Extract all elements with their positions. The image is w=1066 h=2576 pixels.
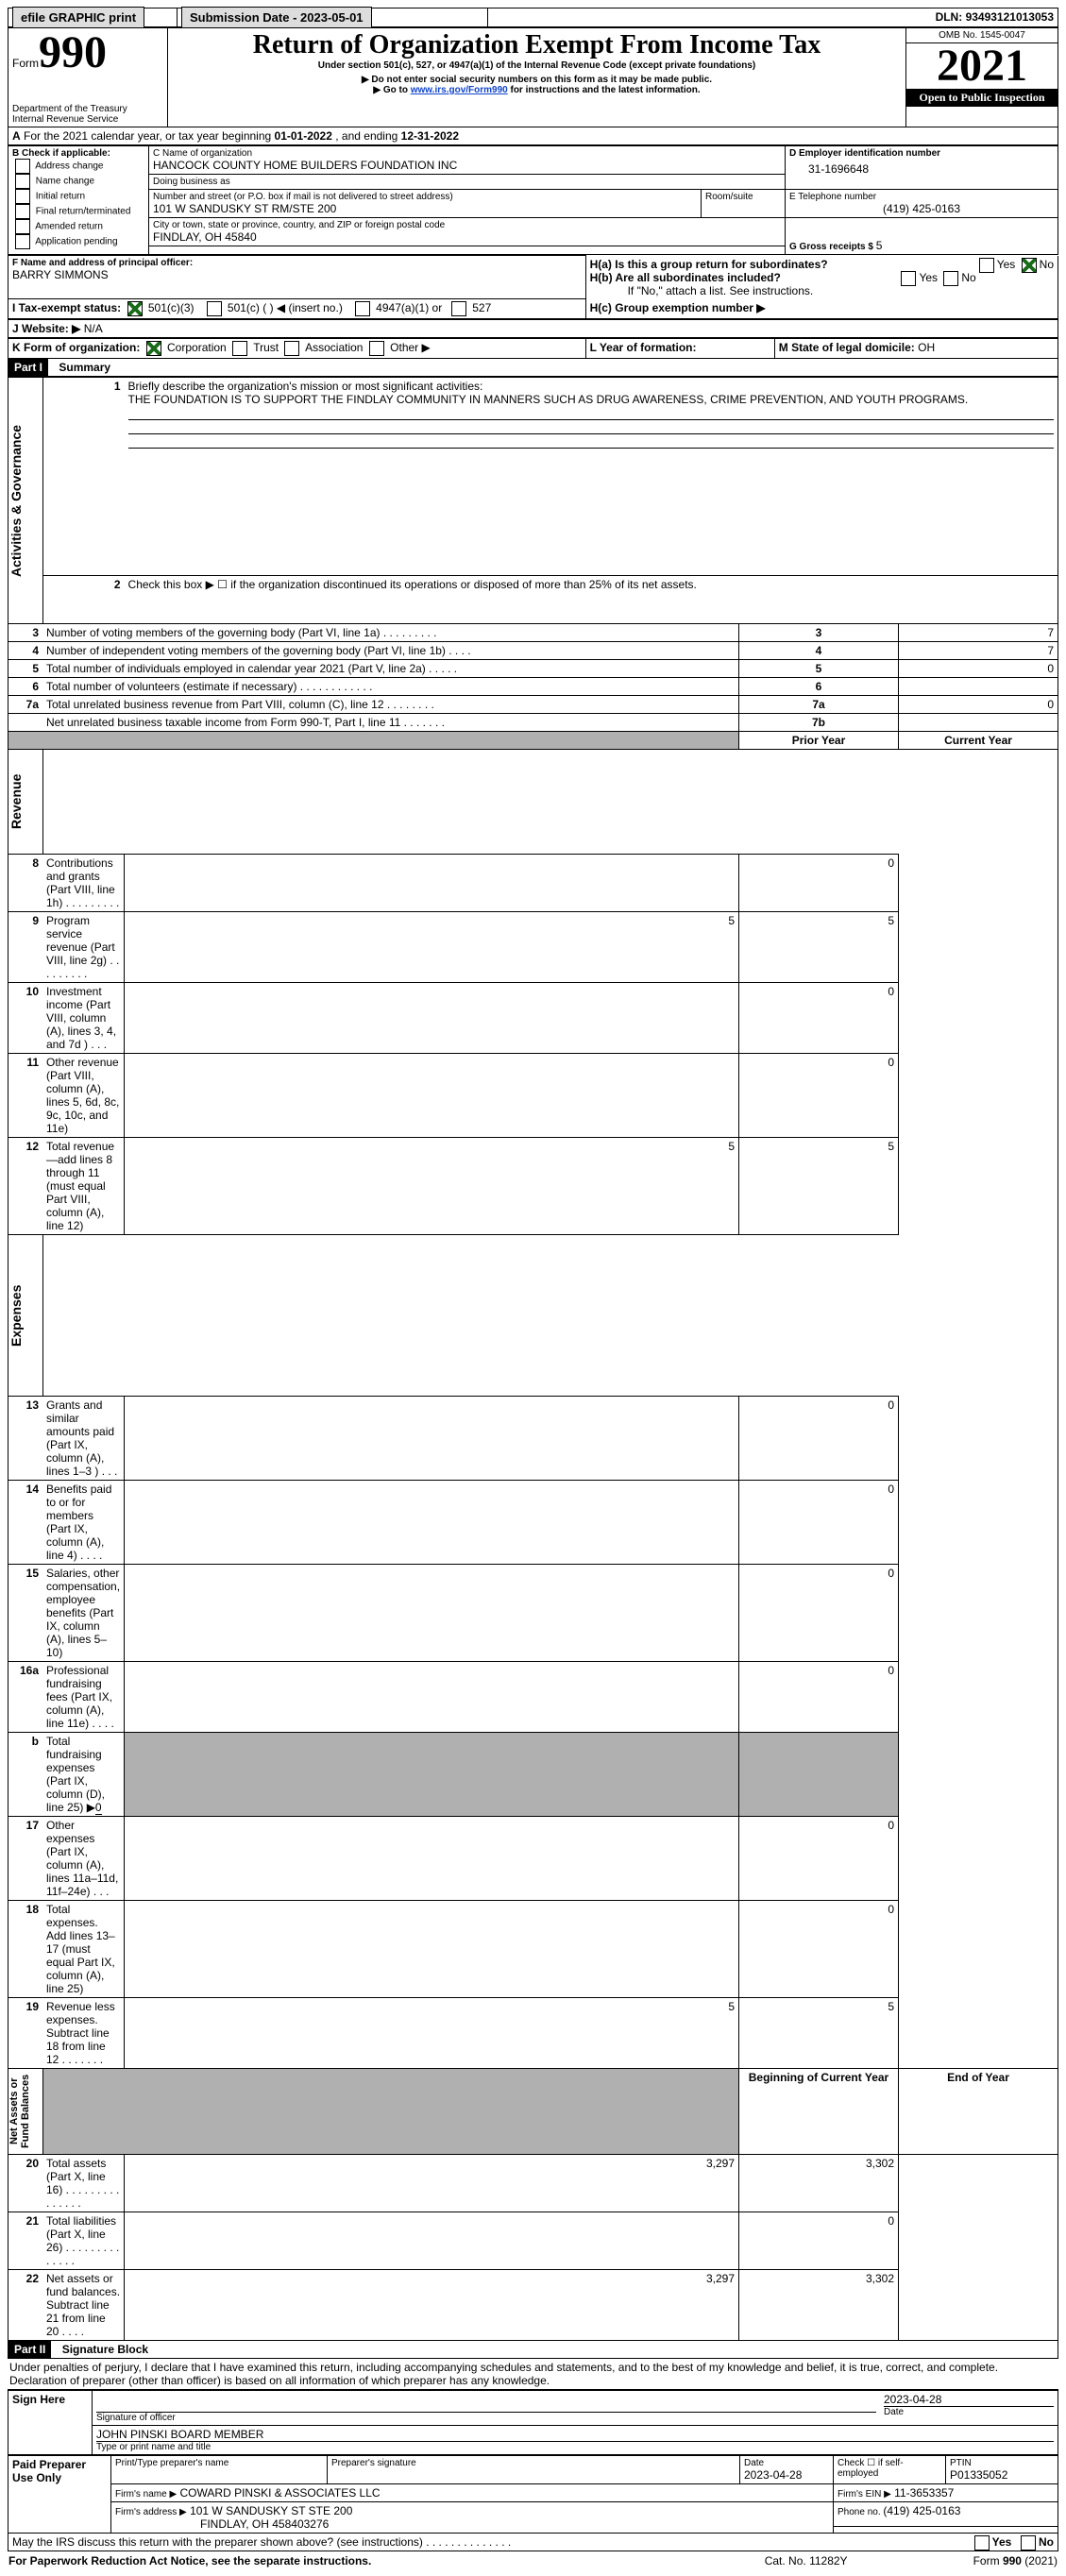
- m-val: OH: [918, 341, 935, 354]
- d-label: D Employer identification number: [789, 148, 1054, 159]
- hc-label: H(c) Group exemption number ▶: [590, 301, 766, 314]
- firm-addr1: 101 W SANDUSKY ST STE 200: [190, 2504, 352, 2517]
- irs-link[interactable]: www.irs.gov/Form990: [411, 85, 508, 95]
- open-inspection: Open to Public Inspection: [906, 89, 1058, 107]
- col-prior: Prior Year: [739, 732, 899, 750]
- ha-yes-checkbox[interactable]: [979, 258, 994, 273]
- footer-cat: Cat. No. 11282Y: [723, 2553, 889, 2568]
- i-4947-checkbox[interactable]: [355, 301, 370, 316]
- i-501c-checkbox[interactable]: [207, 301, 222, 316]
- footer-left: For Paperwork Reduction Act Notice, see …: [8, 2553, 723, 2568]
- side-exp: Expenses: [8, 1235, 24, 1396]
- part2-title: Signature Block: [55, 2343, 148, 2356]
- self-employed: Check ☐ if self-employed: [834, 2456, 946, 2484]
- period-line: A For the 2021 calendar year, or tax yea…: [8, 127, 1058, 145]
- m-label: M State of legal domicile:: [779, 341, 918, 354]
- org-name: HANCOCK COUNTY HOME BUILDERS FOUNDATION …: [153, 159, 781, 172]
- i-527-checkbox[interactable]: [451, 301, 466, 316]
- b-opt-checkbox[interactable]: [15, 234, 30, 249]
- firm-name: COWARD PINSKI & ASSOCIATES LLC: [180, 2486, 381, 2500]
- may-yes-checkbox[interactable]: [974, 2535, 990, 2551]
- efile-print-button[interactable]: efile GRAPHIC print: [12, 7, 144, 28]
- gross-receipts: 5: [876, 239, 883, 252]
- ha-no-checkbox[interactable]: [1022, 258, 1037, 273]
- side-rev: Revenue: [8, 750, 24, 854]
- sig-date: 2023-04-28: [884, 2393, 1054, 2406]
- i-501c3-checkbox[interactable]: [127, 301, 143, 316]
- part1-title: Summary: [51, 361, 110, 374]
- sig-officer-label: Signature of officer: [96, 2412, 876, 2423]
- col-current: Current Year: [899, 732, 1058, 750]
- dln-value: 93493121013053: [966, 10, 1054, 24]
- form-number: 990: [39, 27, 107, 77]
- i-label: I Tax-exempt status:: [12, 301, 121, 314]
- city-state-zip: FINDLAY, OH 45840: [153, 230, 781, 244]
- part2-label: Part II: [8, 2341, 51, 2358]
- b-opt-checkbox[interactable]: [15, 219, 30, 234]
- k-trust-checkbox[interactable]: [232, 341, 247, 356]
- hb-note: If "No," attach a list. See instructions…: [590, 284, 1054, 297]
- firm-addr2: FINDLAY, OH 458403276: [115, 2517, 329, 2531]
- dept-treasury: Department of the Treasury Internal Reve…: [12, 104, 163, 125]
- form-label: Form: [12, 57, 39, 70]
- b-opt-checkbox[interactable]: [15, 189, 30, 204]
- e-label: E Telephone number: [789, 192, 1054, 202]
- q2: Check this box ▶ ☐ if the organization d…: [125, 575, 1058, 623]
- footer-right: Form 990 (2021): [889, 2553, 1058, 2568]
- hb-yes-checkbox[interactable]: [901, 271, 916, 286]
- sign-here: Sign Here: [8, 2391, 93, 2455]
- street-address: 101 W SANDUSKY ST RM/STE 200: [153, 202, 697, 215]
- k-other-checkbox[interactable]: [369, 341, 384, 356]
- f-label: F Name and address of principal officer:: [12, 258, 582, 268]
- prep-date: 2023-04-28: [744, 2468, 829, 2482]
- b-opt-checkbox[interactable]: [15, 174, 30, 189]
- declaration: Under penalties of perjury, I declare th…: [8, 2359, 1058, 2390]
- firm-phone: (419) 425-0163: [883, 2504, 960, 2517]
- addr-label: Number and street (or P.O. box if mail i…: [153, 192, 697, 202]
- typed-label: Type or print name and title: [96, 2441, 1054, 2452]
- tax-year: 2021: [906, 43, 1058, 89]
- firm-ein: 11-3653357: [894, 2486, 954, 2500]
- k-corp-checkbox[interactable]: [146, 341, 161, 356]
- part1-label: Part I: [8, 359, 48, 376]
- l-label: L Year of formation:: [590, 341, 697, 354]
- ha-label: H(a) Is this a group return for subordin…: [590, 258, 828, 271]
- typed-name: JOHN PINSKI BOARD MEMBER: [96, 2428, 1054, 2441]
- ptin: P01335052: [950, 2468, 1054, 2482]
- k-label: K Form of organization:: [12, 341, 140, 354]
- b-opt-checkbox[interactable]: [15, 159, 30, 174]
- may-no-checkbox[interactable]: [1021, 2535, 1036, 2551]
- col-begin: Beginning of Current Year: [739, 2069, 899, 2155]
- submission-date-button[interactable]: Submission Date - 2023-05-01: [181, 7, 372, 28]
- b-opt-checkbox[interactable]: [15, 204, 30, 219]
- side-net: Net Assets or Fund Balances: [8, 2069, 31, 2154]
- mission: THE FOUNDATION IS TO SUPPORT THE FINDLAY…: [128, 393, 969, 406]
- website: N/A: [80, 322, 102, 335]
- dln-label: DLN:: [936, 10, 966, 24]
- paid-preparer: Paid Preparer Use Only: [8, 2456, 111, 2534]
- city-label: City or town, state or province, country…: [153, 220, 781, 230]
- c-name-label: C Name of organization: [153, 148, 781, 159]
- top-bar: efile GRAPHIC print Submission Date - 20…: [8, 8, 1058, 27]
- j-label: J Website: ▶: [12, 322, 80, 335]
- subtitle: Under section 501(c), 527, or 4947(a)(1)…: [172, 60, 902, 71]
- note-ssn: ▶ Do not enter social security numbers o…: [172, 75, 902, 85]
- q1: Briefly describe the organization's miss…: [128, 380, 483, 393]
- k-assoc-checkbox[interactable]: [284, 341, 299, 356]
- telephone: (419) 425-0163: [789, 202, 1054, 215]
- g-label: G Gross receipts $: [789, 242, 876, 252]
- room-label: Room/suite: [705, 192, 781, 202]
- col-end: End of Year: [899, 2069, 1058, 2155]
- hb-no-checkbox[interactable]: [943, 271, 958, 286]
- side-ag: Activities & Governance: [8, 378, 24, 623]
- ein: 31-1696648: [789, 159, 1054, 179]
- dba-label: Doing business as: [153, 177, 781, 187]
- hb-label: H(b) Are all subordinates included?: [590, 271, 781, 284]
- may-discuss: May the IRS discuss this return with the…: [12, 2535, 511, 2549]
- principal-officer: BARRY SIMMONS: [12, 268, 582, 281]
- form-title: Return of Organization Exempt From Incom…: [172, 30, 902, 60]
- b-label: B Check if applicable:: [12, 148, 144, 159]
